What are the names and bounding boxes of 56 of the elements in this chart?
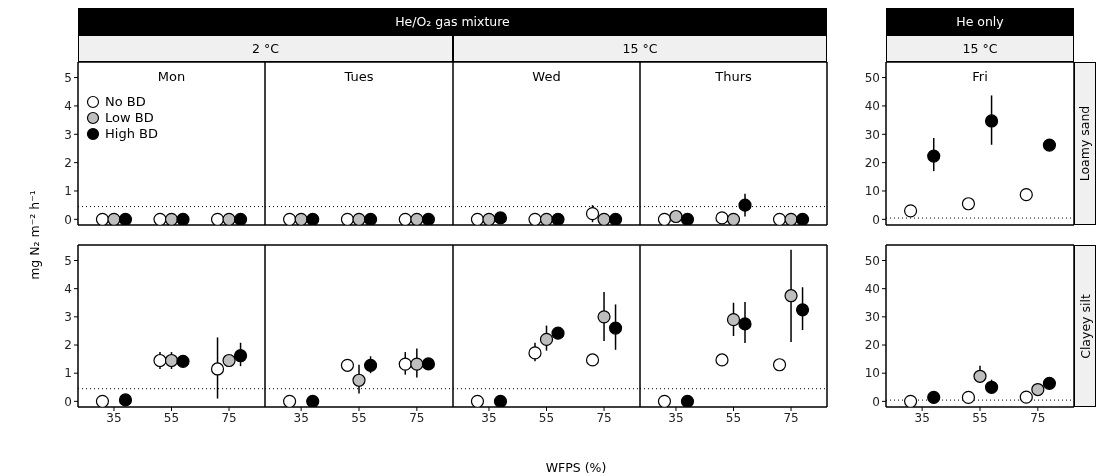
y-tick-label: 40 bbox=[864, 99, 880, 114]
y-tick-label: 10 bbox=[864, 366, 880, 381]
text: 2 °C bbox=[78, 35, 453, 62]
y-tick-label: 30 bbox=[864, 310, 880, 325]
y-tick-label: 50 bbox=[864, 70, 880, 85]
text: Loamy sand bbox=[1077, 105, 1093, 182]
text: Tues bbox=[343, 69, 375, 84]
y-tick-label: 5 bbox=[64, 253, 72, 268]
x-tick-label: 55 bbox=[725, 410, 742, 425]
y-tick-label: 4 bbox=[64, 281, 72, 296]
x-tick-label: 35 bbox=[106, 410, 122, 425]
legend-label: Low BD bbox=[105, 110, 154, 125]
x-tick-label: 35 bbox=[481, 410, 497, 425]
legend-label: No BD bbox=[105, 94, 146, 109]
x-tick-label: 75 bbox=[783, 410, 799, 425]
text: Mon bbox=[156, 69, 187, 84]
y-tick-label: 0 bbox=[64, 394, 72, 409]
y-tick-label: 0 bbox=[872, 212, 880, 227]
x-tick-label: 35 bbox=[668, 410, 684, 425]
text: Fri bbox=[971, 69, 989, 84]
x-tick-label: 75 bbox=[221, 410, 237, 425]
y-tick-label: 1 bbox=[64, 366, 72, 381]
text: Wed bbox=[531, 69, 562, 84]
y-tick-label: 1 bbox=[64, 184, 72, 199]
y-tick-label: 20 bbox=[864, 338, 880, 353]
y-tick-label: 50 bbox=[864, 253, 880, 268]
text: 15 °C bbox=[886, 35, 1074, 62]
y-tick-label: 10 bbox=[864, 184, 880, 199]
y-tick-label: 0 bbox=[872, 394, 880, 409]
text: He/O₂ gas mixture bbox=[78, 8, 827, 35]
y-tick-label: 2 bbox=[64, 155, 72, 170]
x-tick-label: 75 bbox=[596, 410, 612, 425]
x-tick-label: 55 bbox=[972, 410, 988, 425]
y-tick-label: 2 bbox=[64, 338, 72, 353]
text: He only bbox=[886, 8, 1074, 35]
x-tick-label: 55 bbox=[538, 410, 555, 425]
legend-label: High BD bbox=[105, 126, 158, 141]
x-tick-label: 75 bbox=[409, 410, 425, 425]
x-tick-label: 55 bbox=[351, 410, 367, 425]
x-axis-title: WFPS (%) bbox=[545, 459, 607, 475]
y-tick-label: 20 bbox=[864, 155, 880, 170]
y-tick-label: 3 bbox=[64, 310, 72, 325]
text: 15 °C bbox=[453, 35, 827, 62]
text: Clayey silt bbox=[1077, 293, 1093, 359]
y-tick-label: 5 bbox=[64, 70, 72, 85]
y-axis-title: mg N₂ m⁻² h⁻¹ bbox=[26, 190, 42, 280]
text: Thurs bbox=[714, 69, 753, 84]
x-tick-label: 75 bbox=[1030, 410, 1046, 425]
y-tick-label: 0 bbox=[64, 212, 72, 227]
y-tick-label: 4 bbox=[64, 99, 72, 114]
x-tick-label: 55 bbox=[163, 410, 180, 425]
x-tick-label: 35 bbox=[293, 410, 309, 425]
y-tick-label: 30 bbox=[864, 127, 880, 142]
y-tick-label: 40 bbox=[864, 281, 880, 296]
x-tick-label: 35 bbox=[914, 410, 930, 425]
y-tick-label: 3 bbox=[64, 127, 72, 142]
